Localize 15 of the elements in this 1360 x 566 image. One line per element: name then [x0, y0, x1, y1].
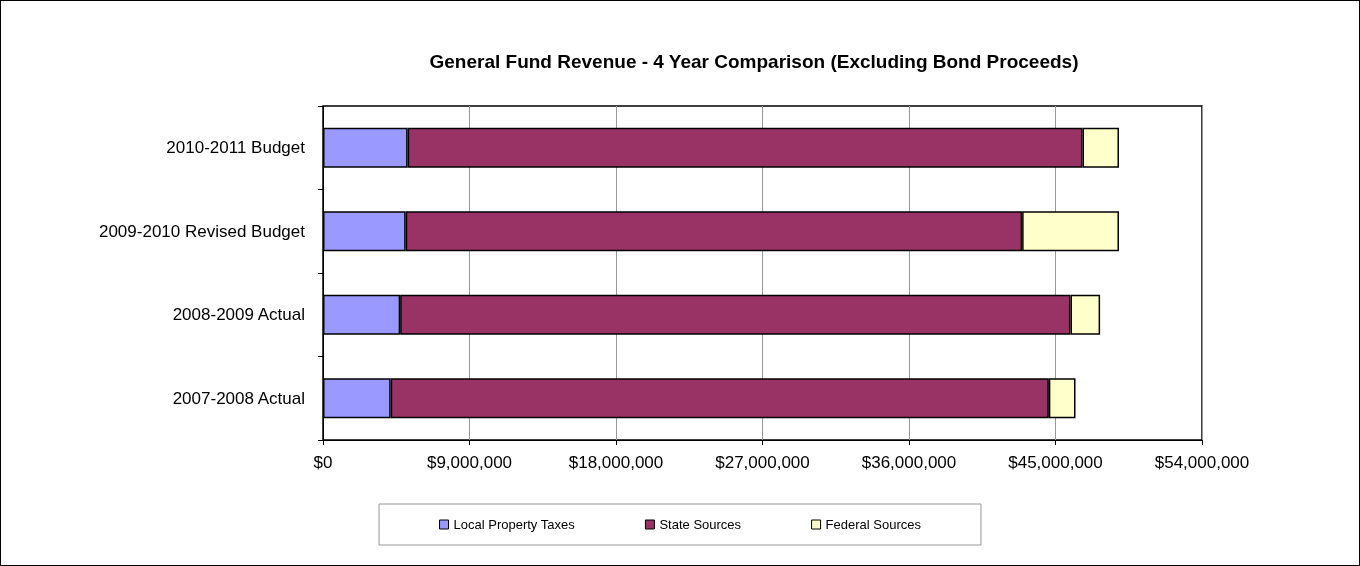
y-tick-label: 2009-2010 Revised Budget — [98, 221, 306, 241]
x-tick-label: $45,000,000 — [1008, 453, 1103, 472]
y-tick-label: 2008-2009 Actual — [172, 305, 305, 325]
legend-label: State Sources — [659, 517, 742, 532]
y-tick-label: 2010-2011 Budget — [166, 138, 306, 158]
x-tick-label: $18,000,000 — [568, 453, 664, 472]
x-tick-label: $54,000,000 — [1154, 453, 1250, 472]
x-tick-label: $27,000,000 — [715, 453, 810, 472]
y-tick-label: 2007-2008 Actual — [172, 388, 305, 408]
legend-label: Federal Sources — [825, 517, 922, 532]
legend-label: Local Property Taxes — [453, 517, 576, 532]
chart-title: General Fund Revenue - 4 Year Comparison (Excluding Bond Proceeds) — [429, 51, 1079, 72]
x-tick-label: $36,000,000 — [861, 453, 957, 472]
x-tick-label: $0 — [313, 453, 333, 472]
x-tick-label: $9,000,000 — [426, 453, 513, 472]
